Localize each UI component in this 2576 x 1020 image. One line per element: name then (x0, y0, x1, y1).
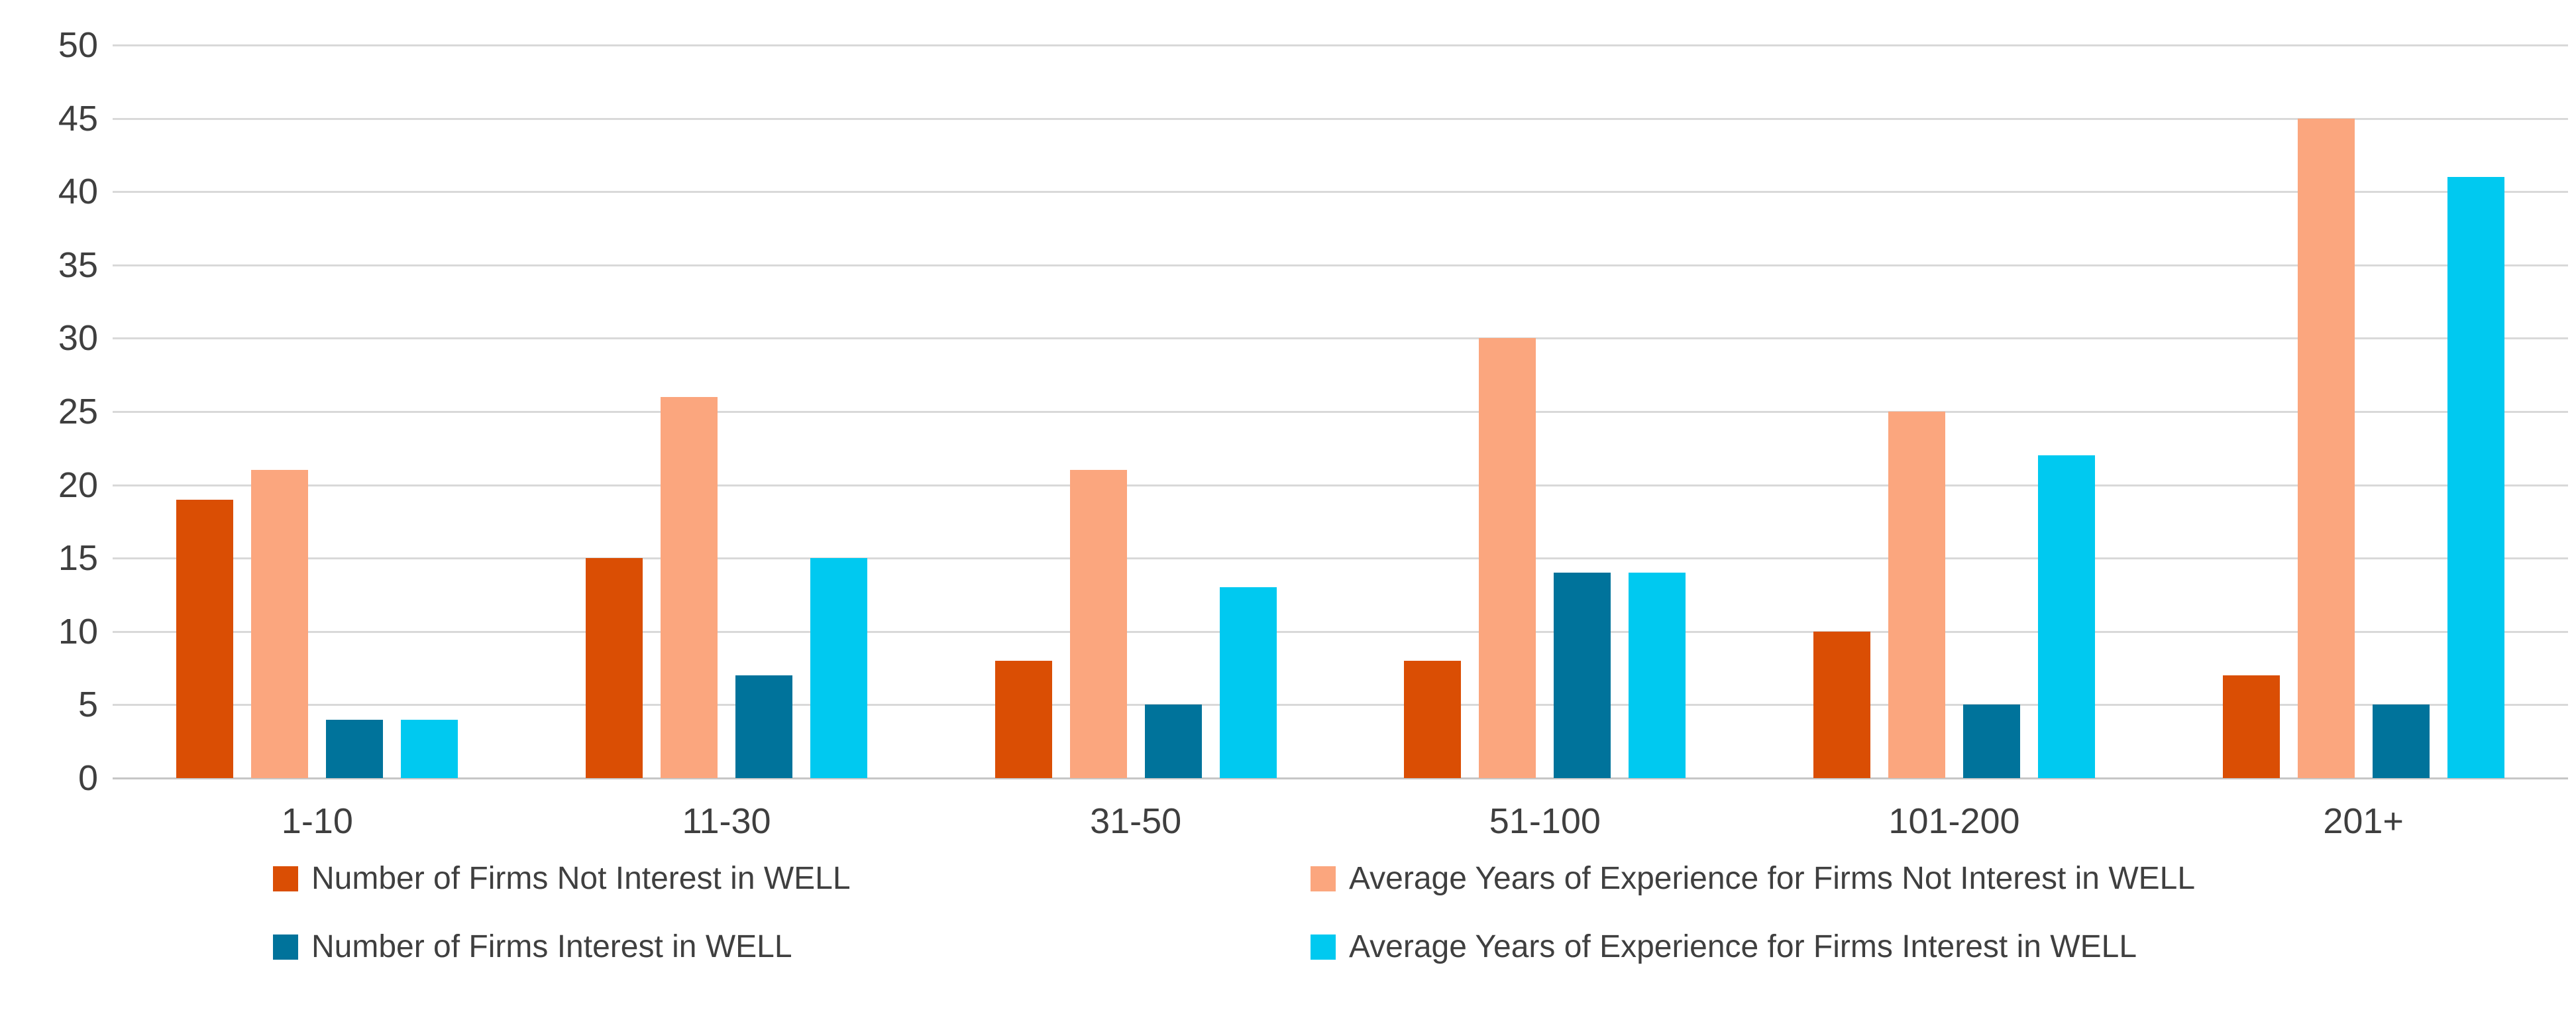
x-axis-category-label: 201+ (2323, 801, 2404, 841)
bar-series-3-cat-4 (2038, 455, 2095, 778)
bar-series-3-cat-0 (401, 719, 458, 778)
x-axis-category-label: 31-50 (1090, 801, 1182, 841)
gridline (113, 191, 2568, 194)
gridline (113, 630, 2568, 633)
x-axis-category-label: 1-10 (281, 801, 353, 841)
bar-series-1-cat-2 (1069, 470, 1127, 778)
gridline (113, 264, 2568, 266)
y-axis-tick-label: 5 (78, 685, 98, 725)
bar-series-1-cat-3 (1479, 338, 1536, 778)
bar-series-2-cat-5 (2372, 705, 2430, 778)
x-axis-category-label: 51-100 (1489, 801, 1601, 841)
bar-series-1-cat-0 (251, 470, 309, 778)
y-axis-tick-label: 35 (58, 245, 98, 285)
bar-series-3-cat-2 (1219, 587, 1277, 778)
y-axis-tick-label: 20 (58, 465, 98, 505)
bar-series-3-cat-1 (810, 558, 867, 778)
legend-label: Number of Firms Not Interest in WELL (311, 861, 851, 896)
y-axis-tick-label: 0 (78, 758, 98, 798)
gridline (113, 557, 2568, 560)
legend-color-swatch-icon (1311, 935, 1336, 960)
legend-color-swatch-icon (1311, 866, 1336, 891)
y-axis-tick-label: 25 (58, 392, 98, 431)
bar-series-0-cat-4 (1813, 631, 1870, 778)
gridline (113, 337, 2568, 340)
gridline (113, 411, 2568, 413)
bar-series-2-cat-3 (1554, 573, 1611, 778)
gridline (113, 44, 2568, 46)
bar-series-2-cat-4 (1963, 705, 2020, 778)
x-axis-category-label: 101-200 (1888, 801, 2020, 841)
bar-series-1-cat-1 (661, 396, 718, 778)
bar-series-0-cat-1 (586, 558, 643, 778)
bar-series-2-cat-1 (735, 675, 792, 778)
y-axis-tick-label: 50 (58, 25, 98, 65)
gridline (113, 484, 2568, 486)
legend-item: Number of Firms Interest in WELL (273, 930, 792, 964)
bar-series-1-cat-5 (2297, 118, 2355, 778)
bar-series-0-cat-3 (1404, 661, 1462, 778)
legend-item: Average Years of Experience for Firms No… (1311, 862, 2195, 896)
y-axis-tick-label: 15 (58, 538, 98, 579)
legend-label: Average Years of Experience for Firms In… (1349, 929, 2137, 964)
legend-label: Number of Firms Interest in WELL (311, 929, 792, 964)
gridline (113, 704, 2568, 707)
bar-series-1-cat-4 (1888, 412, 1945, 778)
y-axis-tick-label: 10 (58, 611, 98, 652)
legend-label: Average Years of Experience for Firms No… (1349, 861, 2196, 896)
bar-series-0-cat-2 (994, 661, 1052, 778)
x-axis-line (113, 777, 2568, 779)
y-axis-tick-label: 30 (58, 318, 98, 359)
y-axis-tick-label: 40 (58, 172, 98, 212)
y-axis-tick-label: 45 (58, 98, 98, 139)
legend-color-swatch-icon (273, 935, 298, 960)
x-axis-category-label: 11-30 (682, 801, 771, 841)
gridline (113, 117, 2568, 120)
legend-item: Number of Firms Not Interest in WELL (273, 862, 851, 896)
bar-series-2-cat-2 (1144, 705, 1202, 778)
bar-series-0-cat-0 (176, 499, 234, 778)
bar-series-2-cat-0 (326, 719, 384, 778)
bar-series-3-cat-3 (1629, 573, 1686, 778)
legend-item: Average Years of Experience for Firms In… (1311, 930, 2137, 964)
bar-series-0-cat-5 (2222, 675, 2280, 778)
legend-color-swatch-icon (273, 866, 298, 891)
bar-series-3-cat-5 (2447, 177, 2504, 778)
